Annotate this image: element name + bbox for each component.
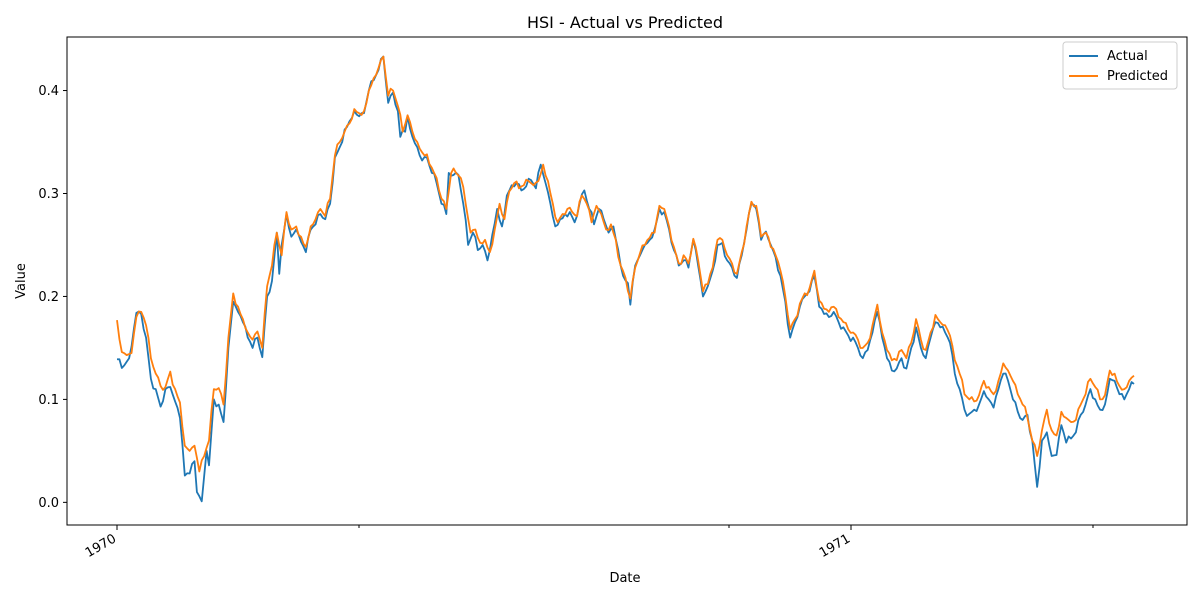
plot-area <box>66 36 1188 526</box>
legend-label-actual: Actual <box>1107 49 1148 64</box>
y-tick-label: 0.4 <box>38 84 59 99</box>
series-layer <box>116 55 1135 503</box>
y-axis-label: Value <box>14 263 29 299</box>
x-tick-label: 1970 <box>83 531 119 561</box>
y-tick-label: 0.2 <box>38 290 59 305</box>
y-tick-label: 0.0 <box>38 496 59 511</box>
legend-box <box>1062 41 1178 90</box>
x-tick-label: 1971 <box>817 531 853 561</box>
x-axis-label: Date <box>609 571 640 586</box>
legend-label-predicted: Predicted <box>1107 69 1168 84</box>
series-line-predicted <box>116 55 1135 473</box>
chart-title: HSI - Actual vs Predicted <box>527 13 723 32</box>
y-axis: 0.0 0.1 0.2 0.3 0.4 <box>38 84 67 511</box>
y-tick-label: 0.3 <box>38 187 59 202</box>
x-axis: 1970 1971 <box>83 525 1094 561</box>
legend: Actual Predicted <box>1062 41 1178 90</box>
plot-frame <box>66 36 1188 526</box>
y-tick-label: 0.1 <box>38 393 59 408</box>
